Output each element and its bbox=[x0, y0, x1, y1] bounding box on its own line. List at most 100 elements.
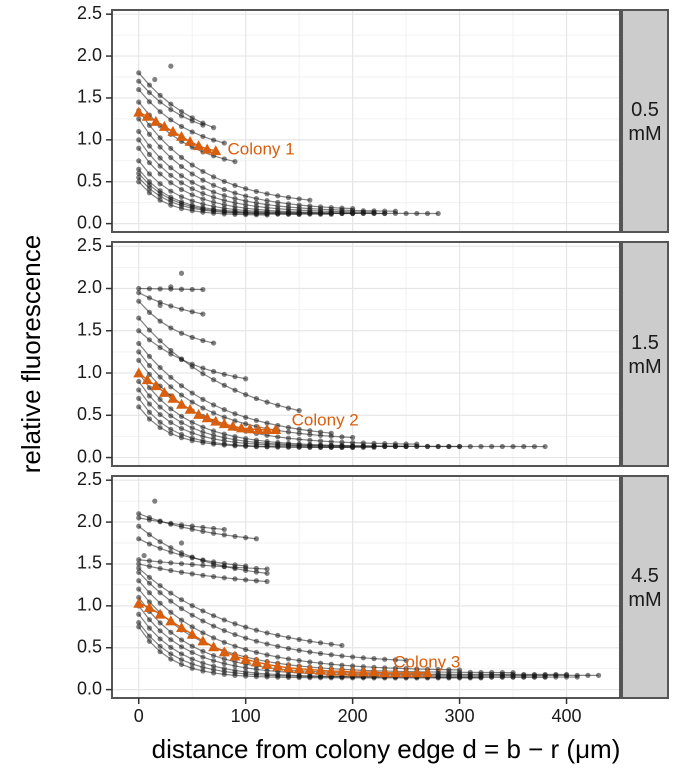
profile-point bbox=[211, 613, 217, 619]
profile-point bbox=[178, 420, 185, 426]
profile-point bbox=[146, 171, 153, 177]
profile-point bbox=[221, 564, 227, 570]
panel-background bbox=[112, 242, 620, 466]
profile-point bbox=[285, 194, 292, 201]
profile-point bbox=[189, 334, 195, 340]
profile-point bbox=[136, 315, 142, 321]
profile-point bbox=[189, 286, 195, 293]
profile-point bbox=[253, 195, 259, 202]
profile-point bbox=[189, 430, 195, 436]
profile-point bbox=[146, 416, 153, 422]
profile-point bbox=[371, 210, 377, 217]
x-tick-label: 0 bbox=[134, 706, 144, 726]
profile-series-5 bbox=[136, 557, 270, 572]
profile-point bbox=[146, 99, 153, 105]
profile-point bbox=[350, 663, 356, 669]
profile-point bbox=[307, 659, 313, 665]
profile-point bbox=[403, 210, 409, 217]
profile-point bbox=[178, 330, 185, 336]
profile-point bbox=[221, 627, 227, 634]
x-tick-label: 400 bbox=[552, 706, 582, 726]
profile-point bbox=[146, 633, 153, 639]
profile-point bbox=[382, 656, 388, 662]
profile-point bbox=[136, 357, 142, 363]
profile-point bbox=[157, 193, 163, 199]
highlight-point bbox=[272, 660, 284, 671]
profile-point bbox=[285, 429, 292, 435]
profile-point bbox=[189, 643, 195, 649]
profile-point bbox=[211, 652, 217, 659]
profile-point bbox=[424, 210, 431, 217]
profile-point bbox=[296, 408, 302, 414]
profile-point bbox=[285, 211, 292, 217]
profile-point bbox=[168, 419, 174, 426]
profile-point bbox=[168, 560, 174, 566]
profile-point bbox=[136, 166, 142, 172]
profile-series-6 bbox=[136, 561, 270, 585]
panel-data bbox=[133, 498, 602, 681]
profile-point bbox=[211, 368, 217, 375]
profile-point bbox=[307, 197, 313, 203]
profile-point bbox=[307, 675, 313, 681]
profile-point bbox=[146, 327, 153, 333]
profile-point bbox=[371, 655, 377, 662]
highlight-point bbox=[293, 663, 305, 674]
profile-point bbox=[136, 594, 142, 601]
profile-point bbox=[178, 561, 185, 567]
profile-point bbox=[403, 657, 409, 664]
profile-point bbox=[264, 444, 270, 450]
profile-point bbox=[168, 637, 174, 643]
profile-point bbox=[178, 173, 185, 179]
highlight-point bbox=[184, 136, 196, 146]
profile-point bbox=[307, 649, 313, 655]
profile-point bbox=[178, 108, 185, 115]
profile-point bbox=[168, 180, 174, 186]
profile-point bbox=[574, 674, 580, 680]
profile-point bbox=[200, 311, 206, 317]
profile-point bbox=[253, 444, 259, 450]
profile-series-4 bbox=[136, 536, 249, 569]
profile-point bbox=[189, 309, 195, 315]
profile-point bbox=[296, 211, 302, 217]
profile-point bbox=[157, 364, 163, 371]
profile-point bbox=[200, 572, 206, 578]
profile-point bbox=[392, 657, 399, 663]
highlight-point bbox=[197, 635, 209, 646]
profile-point bbox=[211, 574, 217, 580]
profile-point bbox=[146, 580, 153, 586]
profile-point bbox=[211, 194, 217, 200]
profile-point bbox=[189, 571, 195, 577]
profile-point bbox=[200, 185, 206, 191]
profile-series-2 bbox=[136, 78, 206, 128]
profile-point bbox=[253, 638, 259, 644]
profile-point bbox=[136, 523, 142, 529]
highlight-point bbox=[158, 386, 170, 397]
profile-point bbox=[168, 406, 174, 412]
profile-point bbox=[243, 646, 249, 653]
profile-point bbox=[189, 438, 195, 444]
profile-point bbox=[264, 198, 270, 204]
profile-point bbox=[350, 675, 356, 681]
highlight-point bbox=[229, 650, 241, 661]
profile-series-3 bbox=[136, 86, 227, 146]
y-tick-label: 2.0 bbox=[77, 45, 102, 65]
profile-point bbox=[157, 286, 163, 292]
profile-point bbox=[157, 539, 163, 545]
profile-point bbox=[211, 174, 217, 180]
profile-point bbox=[232, 411, 238, 417]
highlight-series bbox=[133, 597, 433, 678]
profile-point bbox=[157, 197, 163, 203]
profile-point bbox=[211, 210, 217, 216]
profile-point bbox=[157, 424, 163, 431]
colony-label: Colony 3 bbox=[393, 652, 460, 671]
profile-point bbox=[178, 617, 185, 623]
y-tick-label: 1.0 bbox=[77, 362, 102, 382]
profile-point bbox=[585, 672, 591, 678]
profile-point bbox=[157, 374, 163, 380]
profile-point bbox=[285, 444, 292, 450]
profile-point bbox=[168, 651, 174, 657]
profile-point bbox=[146, 371, 153, 377]
profile-point bbox=[264, 212, 270, 218]
profile-point bbox=[243, 635, 249, 641]
profile-point bbox=[157, 404, 163, 410]
